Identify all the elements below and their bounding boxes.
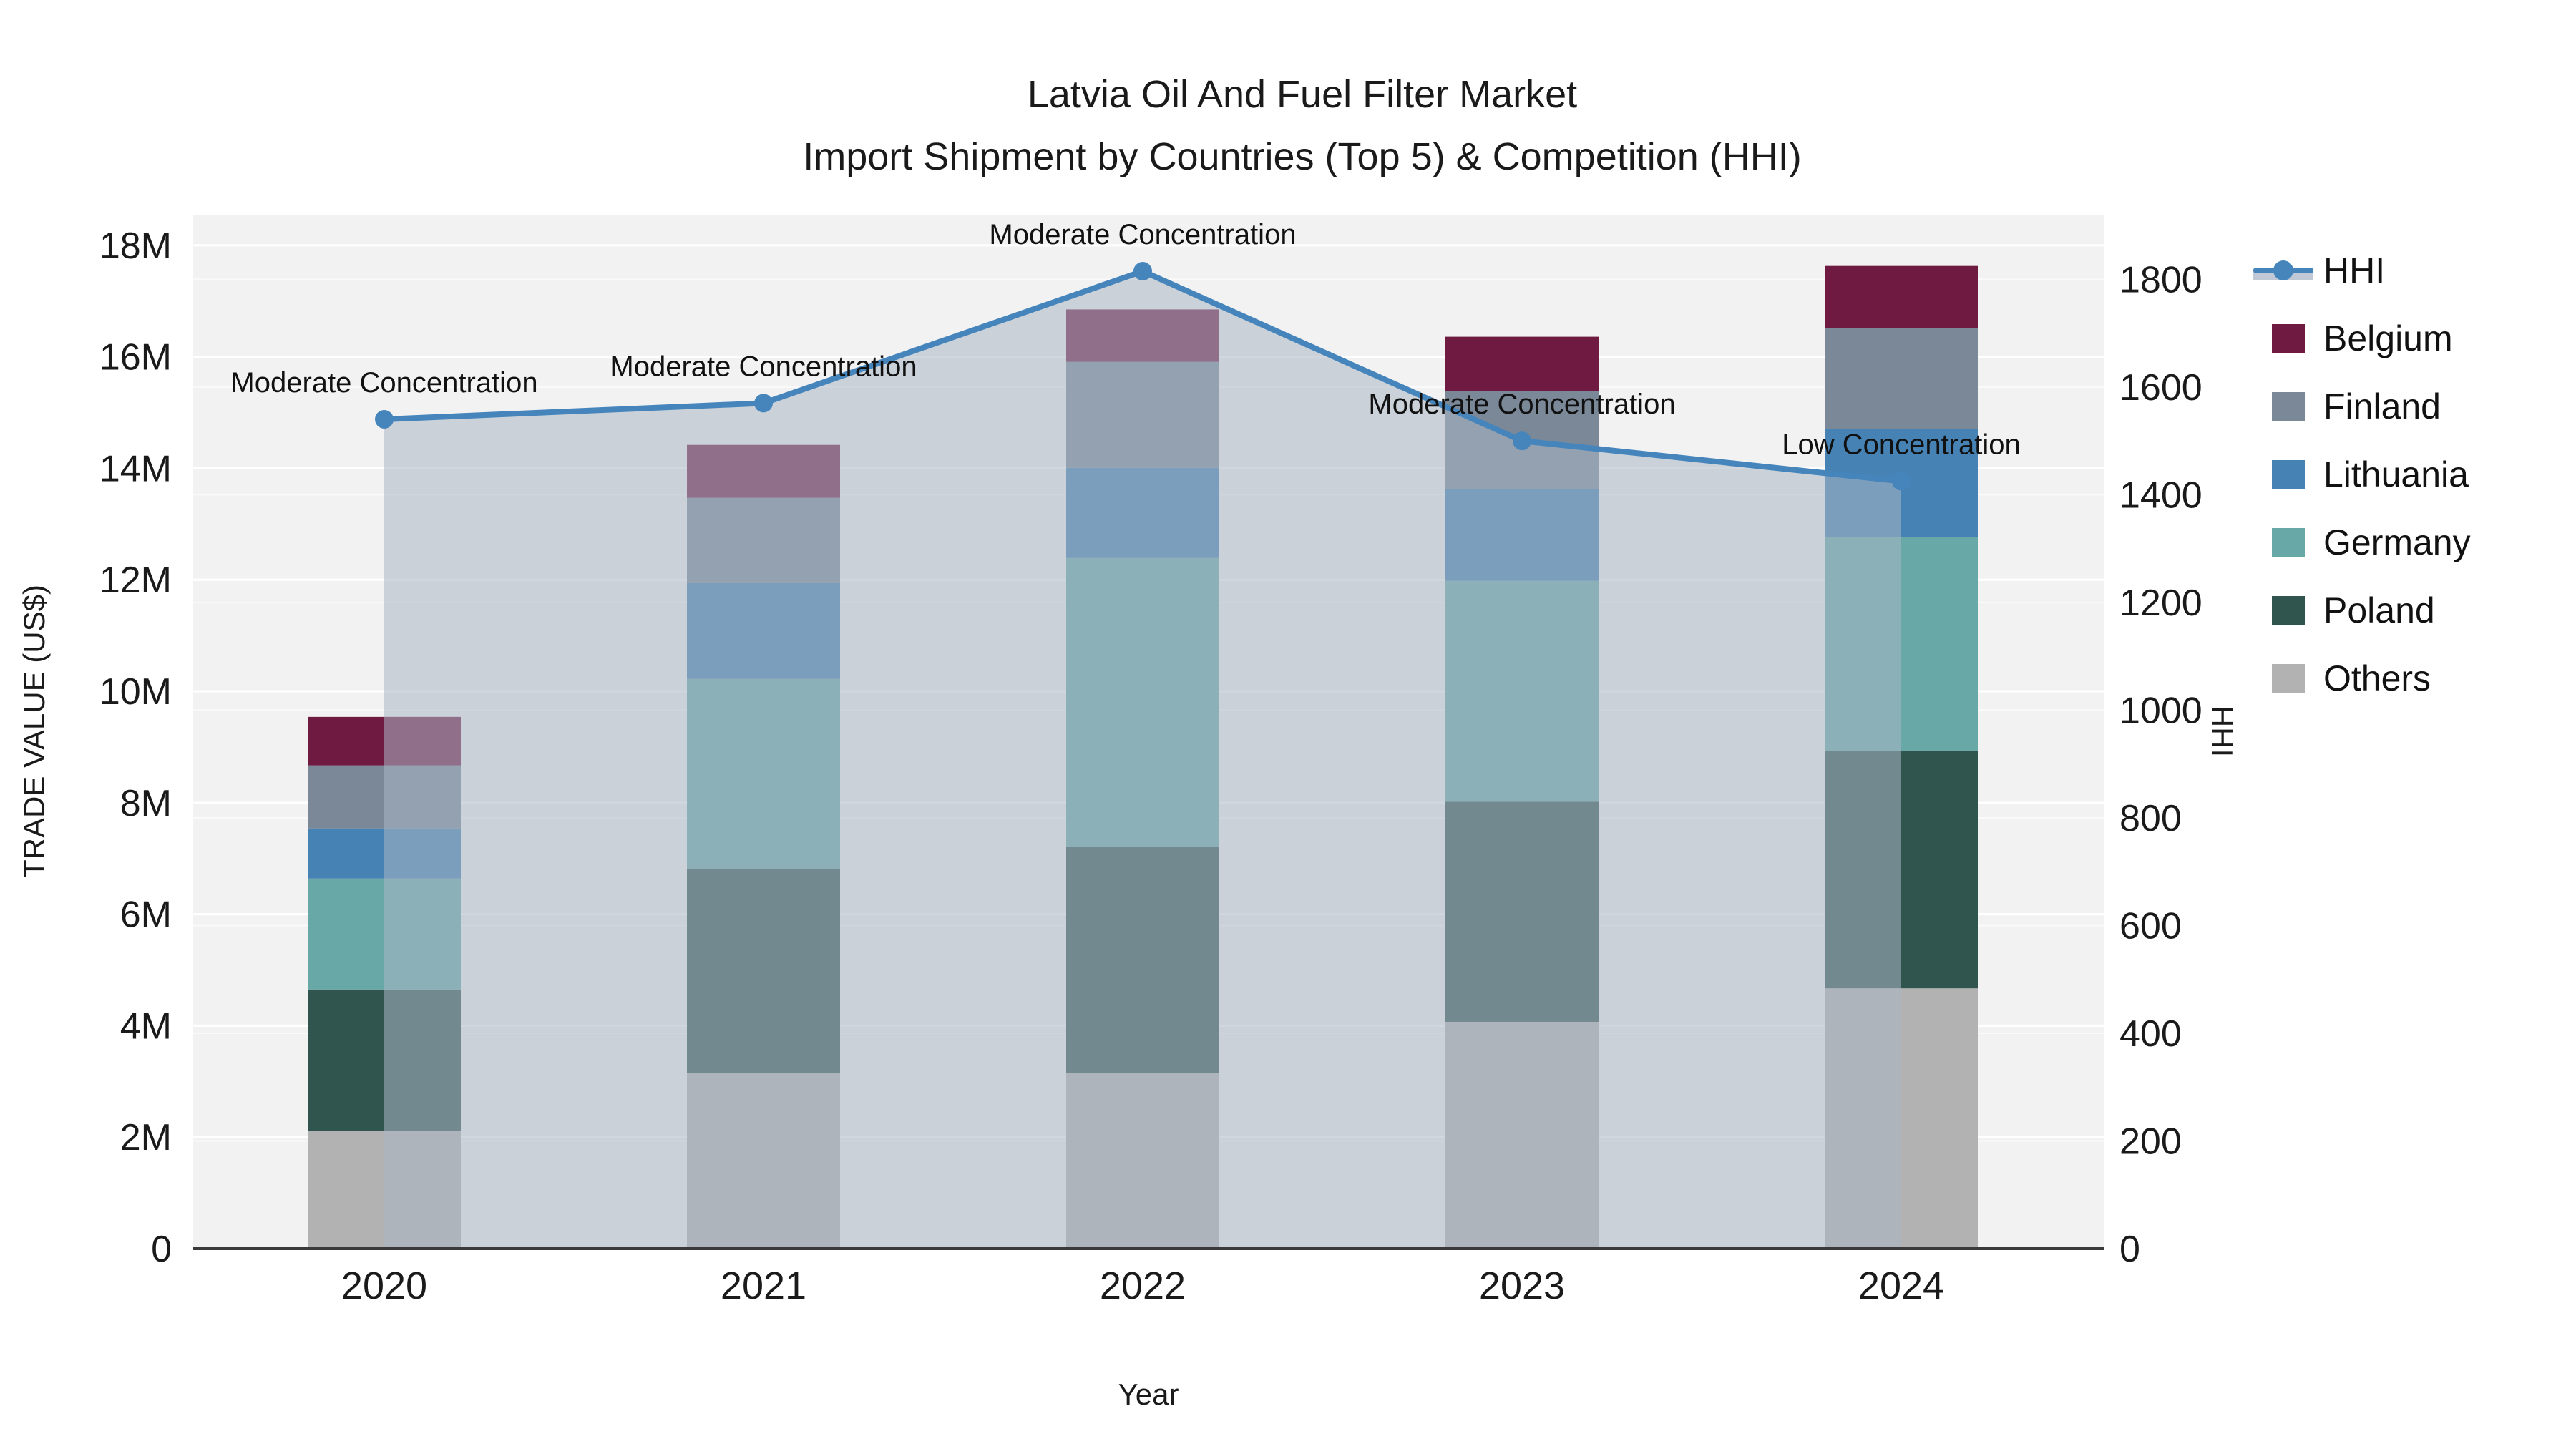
chart-title-line2: Import Shipment by Countries (Top 5) & C… [803,135,1802,178]
legend-label-poland: Poland [2323,590,2435,630]
y-left-axis-title: TRADE VALUE (US$) [17,585,51,878]
legend-item-hhi[interactable]: HHI [2253,236,2471,304]
y-right-tick-label: 400 [2119,1013,2182,1055]
y-right-tick-label: 1200 [2119,582,2202,624]
bar-segment-finland-2024[interactable] [1825,328,1978,429]
y-left-tick-label: 4M [120,1005,172,1047]
y-right-tick-label: 200 [2119,1121,2182,1162]
bar-segment-belgium-2024[interactable] [1825,265,1978,328]
legend-swatch-others [2272,663,2305,693]
y-right-tick-label: 0 [2119,1229,2140,1270]
hhi-marker-2022[interactable] [1133,262,1152,281]
hhi-area-fill [384,271,1901,1249]
legend-item-germany[interactable]: Germany [2272,508,2471,576]
legend-item-belgium[interactable]: Belgium [2272,304,2471,372]
annotation-label-2023: Moderate Concentration [1368,389,1675,420]
annotation-label-2021: Moderate Concentration [610,351,917,382]
x-tick-label-2022: 2022 [1100,1264,1186,1307]
y-left-tick-label: 8M [120,783,172,824]
y-right-axis-title: HHI [2205,705,2239,758]
y-right-tick-label: 1000 [2119,690,2202,731]
x-tick-label-2020: 2020 [341,1264,427,1307]
y-right-tick-label: 1800 [2119,259,2202,301]
x-tick-label-2024: 2024 [1858,1264,1944,1307]
x-tick-label-2021: 2021 [721,1264,806,1307]
legend-label-finland: Finland [2323,386,2441,426]
y-right-tick-label: 1600 [2119,367,2202,409]
legend-swatch-finland [2272,391,2305,421]
annotation-label-2022: Moderate Concentration [989,219,1296,250]
legend-label-others: Others [2323,658,2431,698]
y-right-tick-label: 600 [2119,905,2182,947]
y-left-tick-label: 10M [99,671,172,713]
y-right-tick-label: 800 [2119,798,2182,839]
y-left-tick-label: 2M [120,1117,172,1158]
y-left-tick-label: 0 [151,1229,172,1270]
y-left-tick-label: 14M [99,448,172,489]
annotation-label-2024: Low Concentration [1782,429,2021,461]
x-tick-label-2023: 2023 [1479,1264,1565,1307]
legend-label-hhi: HHI [2323,250,2386,291]
legend-swatch-lithuania [2272,459,2305,489]
hhi-marker-2023[interactable] [1513,431,1531,451]
hhi-marker-2024[interactable] [1892,472,1911,491]
y-left-tick-label: 18M [99,225,172,267]
legend-item-lithuania[interactable]: Lithuania [2272,440,2471,508]
legend-item-poland[interactable]: Poland [2272,576,2471,644]
legend-label-lithuania: Lithuania [2323,454,2469,494]
hhi-marker-2021[interactable] [754,394,773,413]
legend: HHI Belgium Finland Lithuania Germany Poland O… [2253,236,2471,712]
hhi-line-legend-icon [2253,256,2313,285]
legend-swatch-belgium [2272,323,2305,353]
y-left-tick-label: 6M [120,894,172,936]
annotation-label-2020: Moderate Concentration [230,367,537,399]
legend-item-finland[interactable]: Finland [2272,372,2471,440]
x-axis-title: Year [1118,1377,1179,1411]
chart-title-line1: Latvia Oil And Fuel Filter Market [1027,73,1578,116]
y-left-tick-label: 12M [99,560,172,601]
legend-swatch-germany [2272,527,2305,557]
y-right-tick-label: 1400 [2119,474,2202,516]
legend-swatch-poland [2272,595,2305,625]
legend-item-others[interactable]: Others [2272,644,2471,712]
legend-label-belgium: Belgium [2323,318,2453,358]
y-left-tick-label: 16M [99,337,172,379]
legend-label-germany: Germany [2323,522,2471,562]
hhi-marker-2020[interactable] [375,409,394,429]
bar-segment-belgium-2023[interactable] [1445,336,1599,391]
